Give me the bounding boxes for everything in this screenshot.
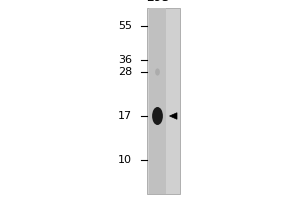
Bar [147, 8, 180, 194]
Ellipse shape [155, 68, 160, 76]
Text: 10: 10 [118, 155, 132, 165]
Text: 55: 55 [118, 21, 132, 31]
Polygon shape [169, 113, 177, 119]
Text: 17: 17 [118, 111, 132, 121]
Text: 28: 28 [118, 67, 132, 77]
Ellipse shape [152, 107, 163, 125]
Text: 293: 293 [146, 0, 169, 4]
Bar [149, 8, 166, 194]
Text: 36: 36 [118, 55, 132, 65]
